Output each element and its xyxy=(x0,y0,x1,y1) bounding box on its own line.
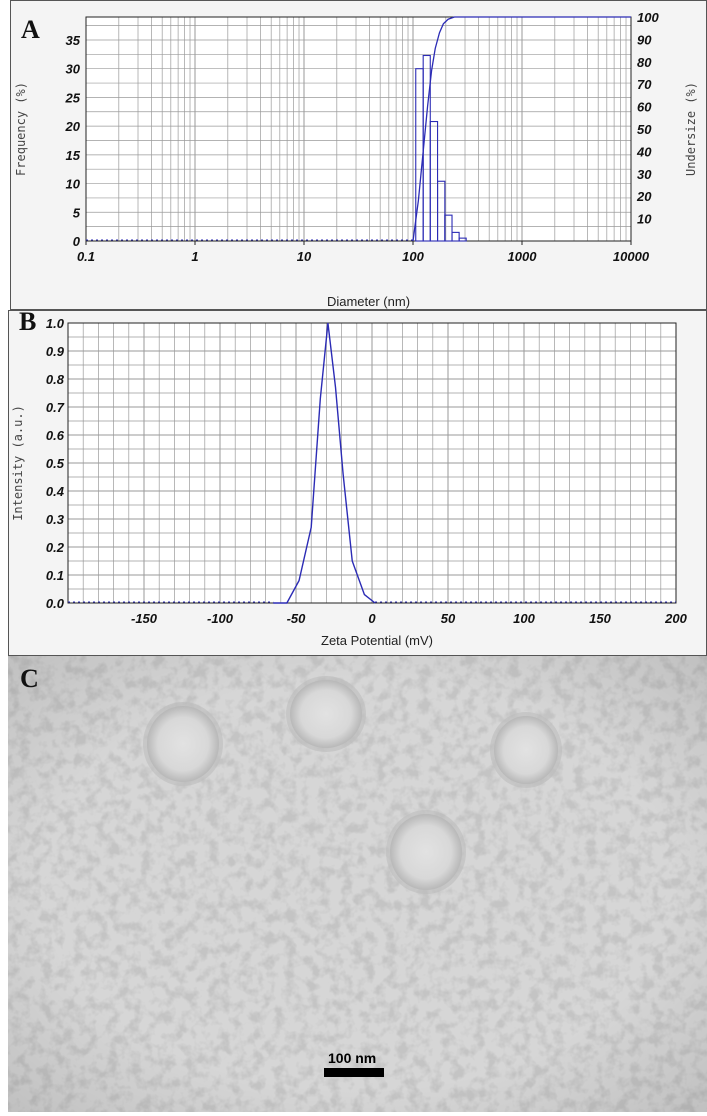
y-tick-label: 0.8 xyxy=(46,372,65,387)
y-tick-label: 0.4 xyxy=(46,484,65,499)
grid xyxy=(85,17,631,242)
y-tick-label: 0.0 xyxy=(46,596,65,611)
plot-frame xyxy=(85,16,632,242)
panel-a-size-distribution: A 0.1 1 10 100 1000 10000 0 5 10 15 20 25 30 35 10 20 30… xyxy=(10,0,707,310)
y-tick-label: 0.1 xyxy=(46,568,64,583)
histogram-bar xyxy=(451,231,460,242)
histogram-bar xyxy=(437,180,446,242)
x-tick-label: 0 xyxy=(368,611,376,626)
y-tick-label: 35 xyxy=(66,33,81,48)
x-tick-label: -100 xyxy=(207,611,234,626)
y2-tick-label: 60 xyxy=(637,100,652,115)
scale-bar xyxy=(324,1068,384,1077)
y-tick-label: 5 xyxy=(73,205,81,220)
y2-tick-label: 20 xyxy=(636,189,652,204)
x-tick-label: 10000 xyxy=(613,249,650,264)
panel-b-letter: B xyxy=(19,307,37,336)
plot-area xyxy=(86,17,631,241)
panel-c-tem-image: C 100 nm xyxy=(8,656,707,1112)
x-tick-label: 0.1 xyxy=(77,249,95,264)
y-tick-label: 0.6 xyxy=(46,428,65,443)
y-tick-label: 20 xyxy=(65,119,81,134)
x-axis-label: Zeta Potential (mV) xyxy=(321,633,433,648)
y-tick-label: 25 xyxy=(65,90,81,105)
y-tick-label: 0.9 xyxy=(46,344,65,359)
grid xyxy=(67,322,677,604)
y2-tick-label: 40 xyxy=(636,144,652,159)
y2-tick-label: 70 xyxy=(637,77,652,92)
y-tick-label: 10 xyxy=(66,177,81,192)
x-tick-label: 1000 xyxy=(508,249,538,264)
y2-tick-label: 90 xyxy=(637,32,652,47)
x-tick-label: 10 xyxy=(297,249,312,264)
panel-b-zeta-potential: B -150 -100 -50 0 50 100 150 200 0.0 0.1 0.2 0.3 0.4… xyxy=(8,307,707,656)
y-axis-label: Intensity (a.u.) xyxy=(11,405,25,521)
y-tick-label: 0.7 xyxy=(46,400,65,415)
x-tick-label: 100 xyxy=(513,611,535,626)
x-axis-label: Diameter (nm) xyxy=(327,294,410,309)
plot-frame xyxy=(67,322,677,604)
x-tick-label: 150 xyxy=(589,611,611,626)
cumulative-undersize-line xyxy=(412,16,631,242)
y-tick-label: 1.0 xyxy=(46,316,65,331)
y-axis-label: Frequency (%) xyxy=(14,82,28,176)
x-tick-label: 200 xyxy=(664,611,687,626)
scale-bar-label: 100 nm xyxy=(328,1050,377,1066)
x-tick-label: -50 xyxy=(287,611,307,626)
y2-tick-label: 80 xyxy=(637,55,652,70)
tem-micrograph xyxy=(8,656,707,1112)
x-tick-label: 50 xyxy=(441,611,456,626)
panel-a-letter: A xyxy=(21,15,40,44)
histogram-bar xyxy=(458,237,467,242)
x-tick-label: -150 xyxy=(131,611,158,626)
zeta-potential-line xyxy=(273,322,376,604)
y2-tick-label: 50 xyxy=(637,122,652,137)
y-tick-label: 30 xyxy=(66,62,81,77)
y-tick-label: 0 xyxy=(73,234,81,249)
x-tick-label: 1 xyxy=(191,249,198,264)
y2-axis-label: Undersize (%) xyxy=(684,82,698,176)
y-tick-label: 0.5 xyxy=(46,456,65,471)
y-tick-label: 15 xyxy=(66,148,81,163)
y-tick-label: 0.3 xyxy=(46,512,65,527)
y2-tick-label: 30 xyxy=(637,167,652,182)
y-tick-label: 0.2 xyxy=(46,540,65,555)
y2-tick-label: 100 xyxy=(637,10,659,25)
zeta-potential-chart: -150 -100 -50 0 50 100 150 200 0.0 0.1 0.2 0.3 0.4 0.… xyxy=(11,316,688,648)
histogram-bar xyxy=(444,214,453,242)
size-distribution-chart: 0.1 1 10 100 1000 10000 0 5 10 15 20 25 30 35 10 20 30 40… xyxy=(14,10,698,309)
panel-c-letter: C xyxy=(20,664,39,693)
x-tick-label: 100 xyxy=(402,249,424,264)
y2-tick-label: 10 xyxy=(637,212,652,227)
